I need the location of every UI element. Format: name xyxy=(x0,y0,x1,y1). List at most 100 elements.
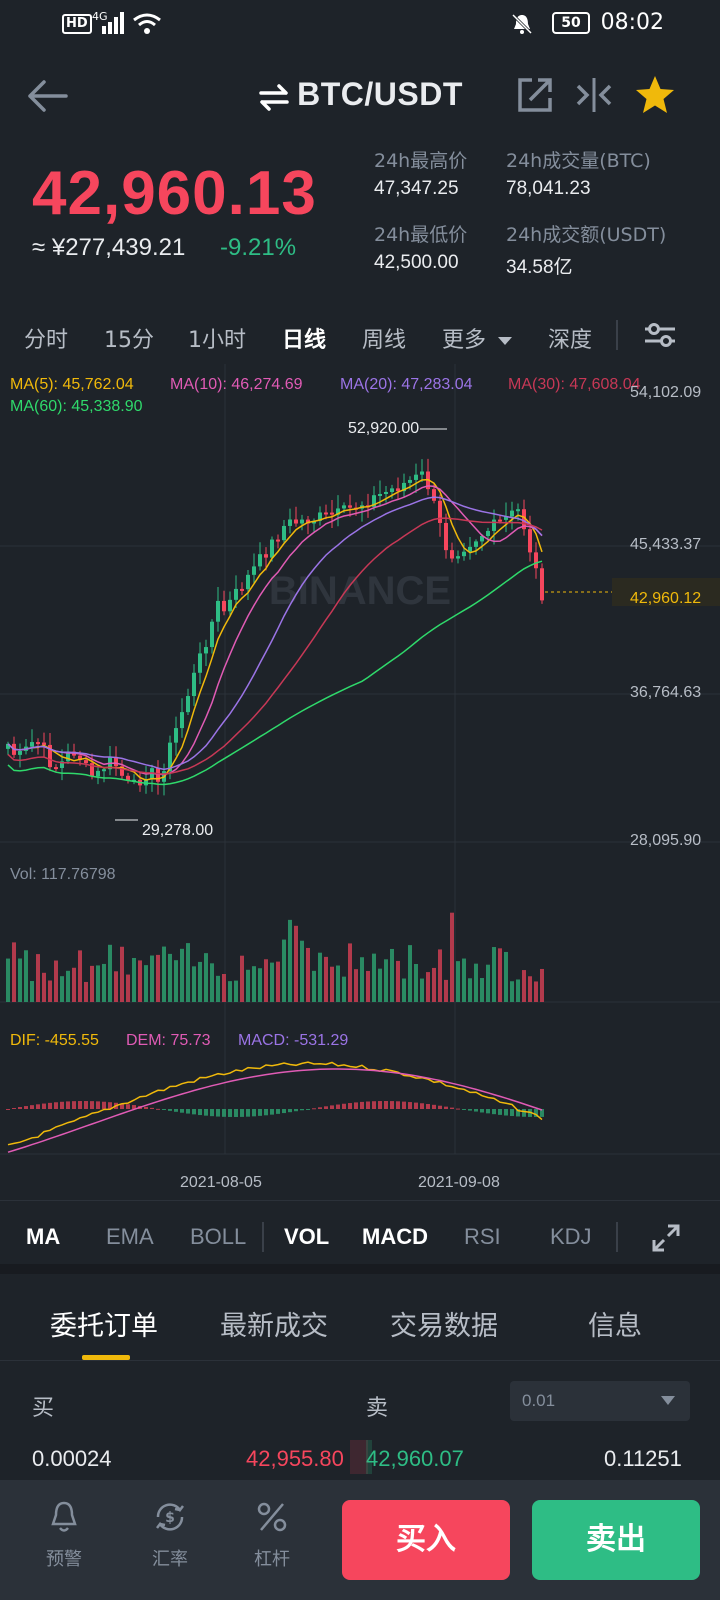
indicator-ma[interactable]: MA xyxy=(26,1224,61,1249)
candle-body xyxy=(198,653,202,673)
ask-price[interactable]: 42,960.07 xyxy=(366,1446,464,1471)
candle-body xyxy=(288,519,292,526)
macd-bar xyxy=(204,1109,208,1116)
tab-more[interactable]: 更多 xyxy=(442,322,513,354)
tab-info[interactable]: 信息 xyxy=(588,1311,642,1342)
volume-bar xyxy=(228,981,232,1002)
pair-selector[interactable]: BTC/USDT xyxy=(0,76,720,113)
clock: 08:02 xyxy=(600,10,664,35)
candle-body xyxy=(186,696,190,713)
volume-bar xyxy=(390,948,394,1002)
bid-price[interactable]: 42,955.80 xyxy=(246,1446,344,1471)
exchange-rate-button[interactable]: $ 汇率 xyxy=(130,1500,210,1571)
compare-icon[interactable] xyxy=(574,76,614,114)
volume-bar xyxy=(468,978,472,1002)
tab-trading-data[interactable]: 交易数据 xyxy=(390,1311,498,1342)
macd-bar xyxy=(234,1109,238,1117)
volume-bar xyxy=(84,981,88,1002)
macd-bar xyxy=(186,1109,190,1114)
indicator-rsi[interactable]: RSI xyxy=(464,1224,501,1249)
volume-bar xyxy=(378,968,382,1002)
tab-1w[interactable]: 周线 xyxy=(362,328,407,353)
star-icon[interactable] xyxy=(634,74,676,116)
tab-1d[interactable]: 日线 xyxy=(282,328,327,353)
last-price: 42,960.13 xyxy=(32,159,317,228)
macd-bar xyxy=(30,1105,34,1109)
volume-bar xyxy=(24,950,28,1002)
macd-bar xyxy=(48,1102,52,1109)
indicator-tabbar xyxy=(0,1200,720,1264)
alert-label: 预警 xyxy=(46,1549,82,1570)
volume-bar xyxy=(426,972,430,1002)
candle-body xyxy=(438,500,442,523)
chevron-down-icon xyxy=(498,337,513,345)
candle-body xyxy=(450,550,454,559)
volume-bar xyxy=(438,949,442,1002)
indicator-boll[interactable]: BOLL xyxy=(190,1224,247,1249)
candle-body xyxy=(180,712,184,729)
tab-order-book[interactable]: 委托订单 xyxy=(50,1311,158,1342)
macd-bar xyxy=(324,1106,328,1109)
tab-time-sharing[interactable]: 分时 xyxy=(24,328,69,353)
macd-bar xyxy=(462,1109,466,1110)
chart-settings-icon[interactable] xyxy=(642,320,678,350)
macd-bar xyxy=(456,1108,460,1110)
indicator-divider-2 xyxy=(616,1222,618,1252)
macd-bar xyxy=(12,1108,16,1110)
leverage-label: 杠杆 xyxy=(254,1549,290,1570)
macd-bar xyxy=(264,1109,268,1116)
share-icon[interactable] xyxy=(516,76,554,114)
low-label: 24h最低价 xyxy=(374,224,468,246)
buy-button[interactable]: 买入 xyxy=(342,1500,510,1580)
candle-body xyxy=(510,510,514,517)
volume-bar xyxy=(36,954,40,1002)
macd-bar xyxy=(498,1109,502,1115)
tab-latest-trades[interactable]: 最新成交 xyxy=(220,1311,328,1342)
leverage-button[interactable]: 杠杆 xyxy=(232,1500,312,1571)
kline-chart[interactable]: BINANCE xyxy=(0,364,720,1174)
indicator-vol[interactable]: VOL xyxy=(284,1224,330,1249)
macd-bar xyxy=(312,1108,316,1110)
candle-body xyxy=(276,539,280,542)
candle-body xyxy=(102,769,106,772)
sell-button[interactable]: 卖出 xyxy=(532,1500,700,1580)
volume-usdt-label: 24h成交额(USDT) xyxy=(506,224,667,246)
candle-body xyxy=(294,519,298,524)
indicator-ema[interactable]: EMA xyxy=(106,1224,154,1249)
macd-bar xyxy=(84,1101,88,1109)
volume-bar xyxy=(396,960,400,1002)
indicator-macd[interactable]: MACD xyxy=(362,1224,428,1249)
candle-body xyxy=(90,763,94,777)
candle-body xyxy=(504,516,508,520)
candle-body xyxy=(174,728,178,743)
macd-bar xyxy=(330,1105,334,1109)
tab-1h[interactable]: 1小时 xyxy=(188,328,246,353)
candle-body xyxy=(36,742,40,745)
candle-body xyxy=(498,519,502,522)
volume-bar xyxy=(54,960,58,1002)
tab-depth[interactable]: 深度 xyxy=(548,328,593,353)
back-arrow-icon[interactable] xyxy=(26,78,68,114)
macd-bar xyxy=(108,1102,112,1109)
candle-body xyxy=(30,742,34,747)
alert-button[interactable]: 预警 xyxy=(24,1500,104,1571)
precision-dropdown[interactable]: 0.01 xyxy=(510,1381,690,1421)
candle-body xyxy=(306,519,310,524)
dif-line xyxy=(7,1061,543,1146)
candle-body xyxy=(528,529,532,553)
macd-bar xyxy=(510,1109,514,1117)
volume-bar xyxy=(360,957,364,1002)
fullscreen-icon[interactable] xyxy=(650,1222,682,1254)
tab-15m[interactable]: 15分 xyxy=(104,328,154,353)
candle-body xyxy=(468,546,472,552)
candle-body xyxy=(240,588,244,591)
volume-bar xyxy=(108,944,112,1002)
volume-bar xyxy=(192,966,196,1002)
volume-bar xyxy=(216,975,220,1002)
indicator-kdj[interactable]: KDJ xyxy=(550,1224,592,1249)
macd-bar xyxy=(54,1102,58,1109)
high-value: 47,347.25 xyxy=(374,178,459,199)
volume-bar xyxy=(204,953,208,1002)
macd-bar xyxy=(228,1109,232,1117)
currency-exchange-icon: $ xyxy=(156,1503,184,1531)
